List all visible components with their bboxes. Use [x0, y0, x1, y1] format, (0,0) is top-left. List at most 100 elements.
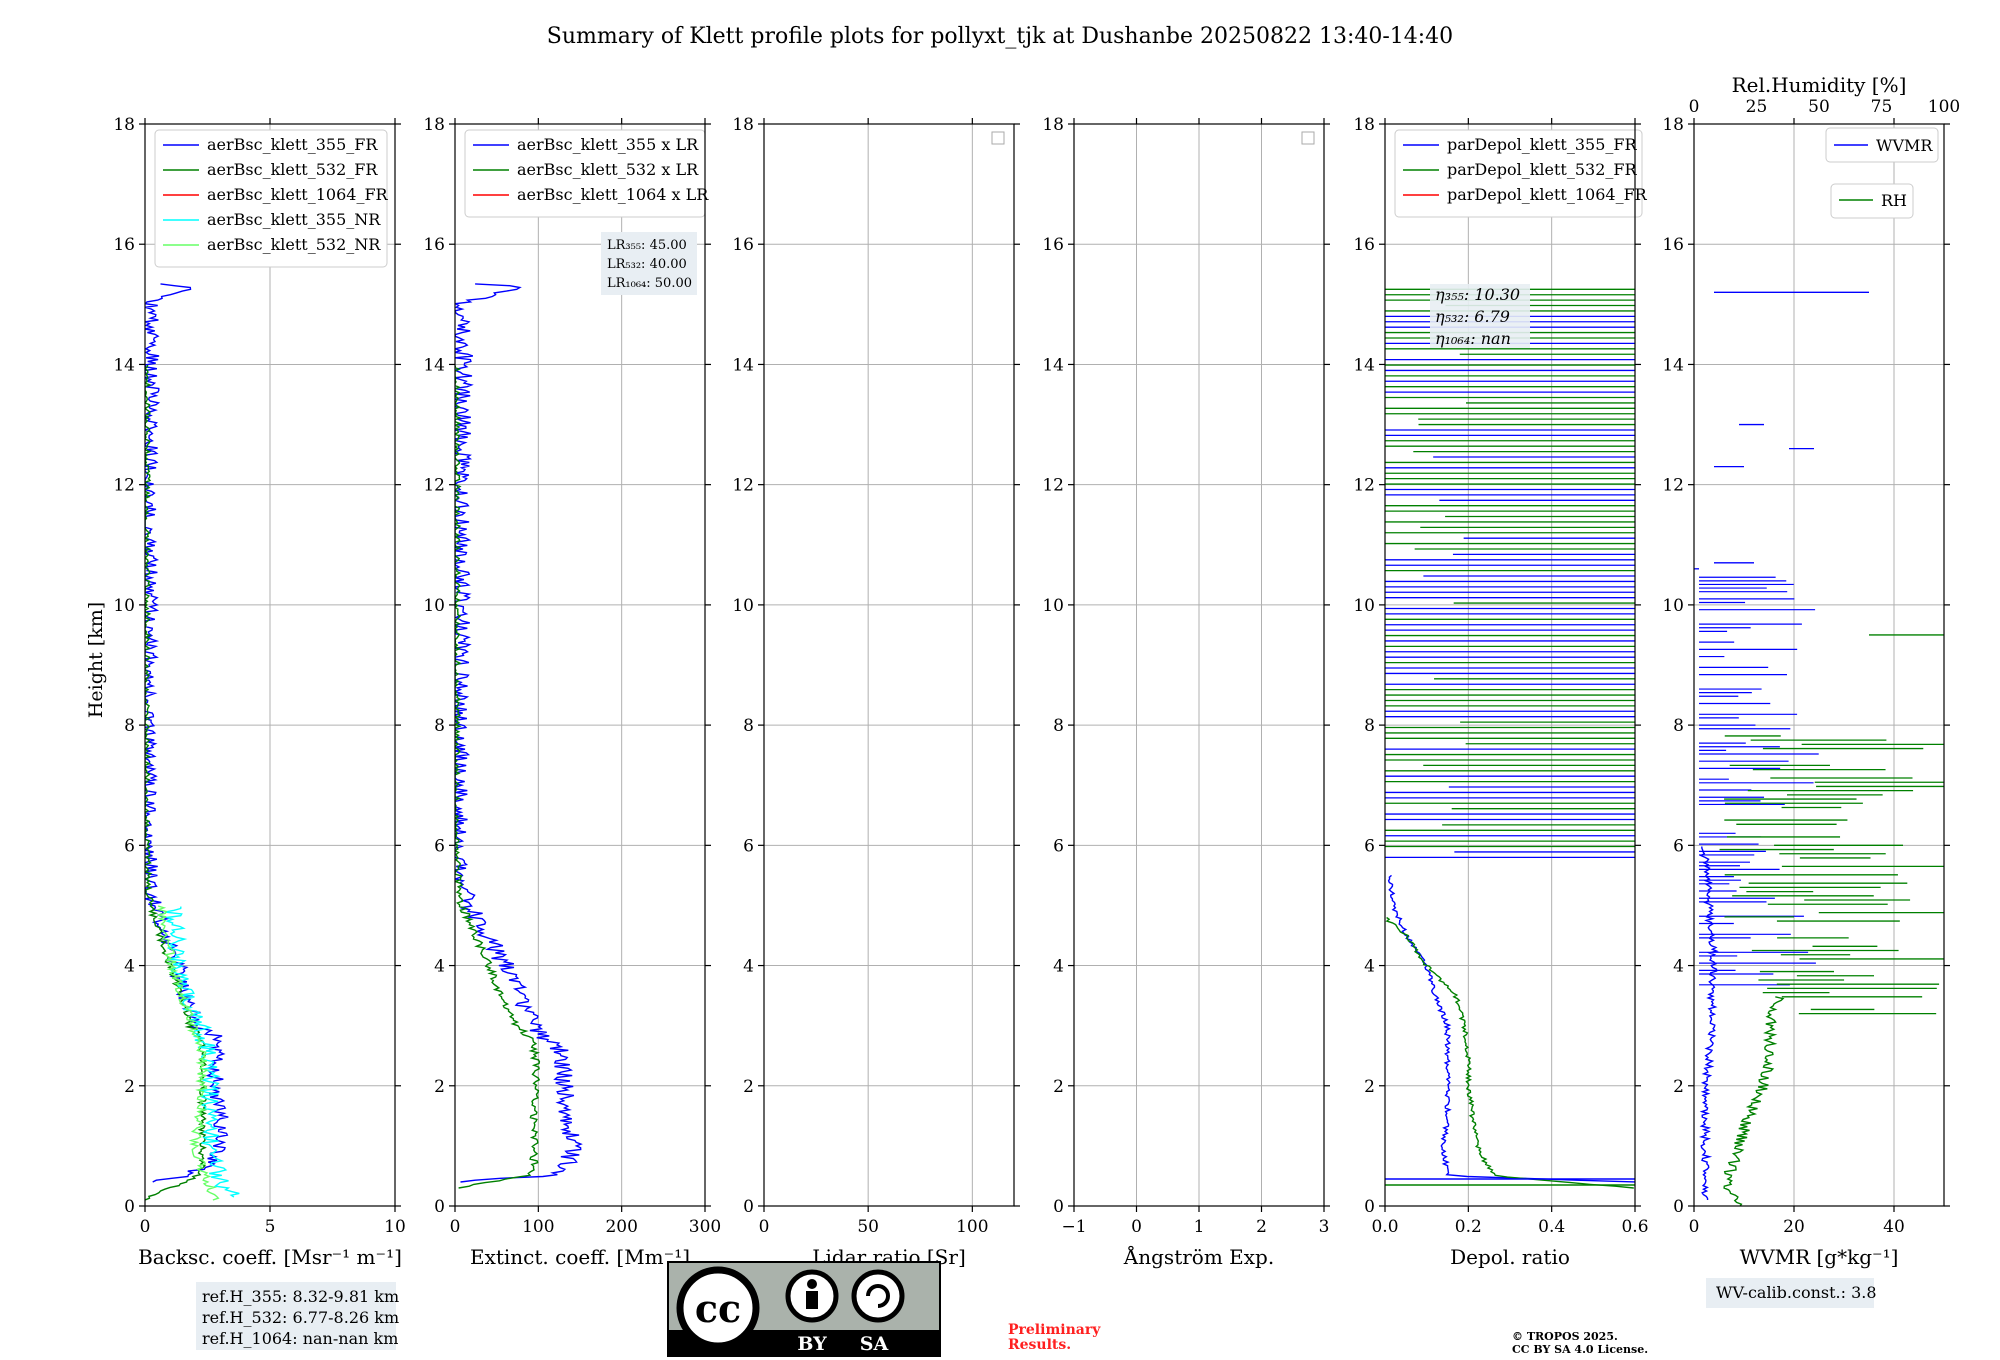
top-tick-label: 0: [1689, 97, 1700, 117]
x-tick-label: 0: [450, 1217, 461, 1237]
y-tick-label: 2: [434, 1077, 445, 1097]
y-tick-label: 12: [1042, 476, 1064, 496]
x-tick-label: 10: [384, 1217, 406, 1237]
top-tick-label: 25: [1746, 97, 1768, 117]
legend-entry: WVMR: [1876, 136, 1933, 155]
y-tick-label: 2: [124, 1077, 135, 1097]
series-group: [455, 283, 583, 1189]
lr-text: LR₅₃₂: 40.00: [607, 257, 687, 272]
y-tick-label: 18: [113, 115, 135, 135]
y-tick-label: 2: [1053, 1077, 1064, 1097]
eta-text: η₁₀₆₄: nan: [1435, 329, 1511, 348]
y-tick-label: 2: [743, 1077, 754, 1097]
calib-box: [1706, 1278, 1874, 1308]
y-tick-label: 4: [1673, 957, 1684, 977]
panel-depol: 0 2 4 6 8 10 12 14 16 18 0.0 0.2 0.4 0.6 Depol. ratio p…: [1353, 115, 1648, 1269]
x-tick-label: 50: [857, 1217, 879, 1237]
legend-box: [1825, 127, 1939, 163]
y-tick-label: 4: [1364, 957, 1375, 977]
top-axis-label: Rel.Humidity [%]: [1732, 73, 1907, 97]
cc-icon-text: cc: [695, 1286, 741, 1331]
copyright-text: © TROPOS 2025.: [1512, 1330, 1618, 1343]
y-tick-label: 6: [1364, 836, 1375, 856]
y-tick-label: 8: [434, 716, 445, 736]
lr-box: [601, 232, 697, 295]
cc-icon: [676, 1266, 760, 1350]
y-tick-label: 0: [1053, 1197, 1064, 1217]
x-tick-label: 20: [1783, 1217, 1805, 1237]
y-tick-label: 12: [1353, 476, 1375, 496]
ref-height-text: ref.H_1064: nan-nan km: [202, 1329, 398, 1348]
legend-entry: aerBsc_klett_1064_FR: [207, 185, 389, 204]
y-tick-label: 18: [1042, 115, 1064, 135]
y-tick-label: 16: [1042, 235, 1064, 255]
y-tick-label: 10: [113, 596, 135, 616]
legend-entry: parDepol_klett_532_FR: [1447, 160, 1638, 179]
x-tick-label: 0: [1131, 1217, 1142, 1237]
y-axis-label: Height [km]: [85, 602, 107, 718]
x-tick-label: 0.6: [1621, 1217, 1648, 1237]
preliminary-text: Results.: [1008, 1337, 1071, 1353]
series-RH: [1723, 996, 1785, 1206]
x-tick-label: 300: [689, 1217, 721, 1237]
legend-entry: aerBsc_klett_532_FR: [207, 160, 378, 179]
y-tick-label: 14: [113, 355, 135, 375]
y-tick-label: 8: [743, 716, 754, 736]
y-tick-label: 10: [732, 596, 754, 616]
lr-text: LR₃₅₅: 45.00: [607, 238, 687, 253]
x-tick-label: 2: [1256, 1217, 1267, 1237]
y-tick-label: 8: [124, 716, 135, 736]
eta-text: η₃₅₅: 10.30: [1435, 285, 1520, 304]
y-tick-label: 12: [113, 476, 135, 496]
y-tick-label: 2: [1364, 1077, 1375, 1097]
cc-license-badge: cc BY SA: [667, 1261, 941, 1357]
preliminary-text: Preliminary: [1008, 1322, 1101, 1338]
y-tick-label: 6: [124, 836, 135, 856]
x-axis-label: WVMR [g*kg⁻¹]: [1740, 1245, 1899, 1269]
y-tick-label: 6: [743, 836, 754, 856]
y-tick-label: 14: [1353, 355, 1375, 375]
legend-entry: aerBsc_klett_355 x LR: [517, 135, 699, 154]
wv-calib-text: WV-calib.const.: 3.8: [1716, 1283, 1877, 1302]
panel-bsc: 0 2 4 6 8 10 12 14 16 18 0 5 10 Backsc. coeff. [Msr⁻¹…: [113, 115, 405, 1269]
eta-text: η₅₃₂: 6.79: [1435, 307, 1510, 326]
series-aerBsc_klett_355_NR: [164, 906, 240, 1198]
y-tick-label: 16: [1353, 235, 1375, 255]
ref-height-box: [196, 1282, 396, 1350]
y-tick-label: 10: [1042, 596, 1064, 616]
y-tick-label: 10: [1662, 596, 1684, 616]
x-tick-label: 0: [1689, 1217, 1700, 1237]
lr-text: LR₁₀₆₄: 50.00: [607, 276, 692, 291]
y-tick-label: 2: [1673, 1077, 1684, 1097]
y-tick-label: 16: [113, 235, 135, 255]
ref-height-text: ref.H_355: 8.32-9.81 km: [202, 1287, 399, 1306]
x-tick-label: 100: [522, 1217, 554, 1237]
y-tick-label: 0: [743, 1197, 754, 1217]
y-tick-label: 14: [1042, 355, 1064, 375]
series-aerBsc_klett_355_FR: [145, 283, 229, 1183]
plot-frame: [144, 123, 396, 1207]
y-tick-label: 14: [423, 355, 445, 375]
x-axis-label: Depol. ratio: [1450, 1245, 1570, 1269]
plot-frame: [763, 123, 1015, 1207]
y-tick-label: 0: [1364, 1197, 1375, 1217]
y-tick-label: 4: [124, 957, 135, 977]
y-tick-label: 0: [1673, 1197, 1684, 1217]
legend-entry: aerBsc_klett_532_NR: [207, 235, 381, 254]
x-tick-label: −1: [1061, 1217, 1086, 1237]
y-tick-label: 8: [1673, 716, 1684, 736]
figure-title: Summary of Klett profile plots for polly…: [547, 24, 1453, 49]
legend-entry: parDepol_klett_1064_FR: [1447, 185, 1648, 204]
eta-box: [1430, 284, 1530, 348]
legend-box: [154, 129, 388, 268]
legend-entry: aerBsc_klett_355_NR: [207, 210, 381, 229]
x-axis-label: Backsc. coeff. [Msr⁻¹ m⁻¹]: [138, 1245, 402, 1269]
y-tick-label: 12: [732, 476, 754, 496]
x-tick-label: 100: [956, 1217, 988, 1237]
x-tick-label: 0.4: [1538, 1217, 1565, 1237]
y-tick-label: 12: [1662, 476, 1684, 496]
empty-legend: [1301, 131, 1315, 145]
x-tick-label: 40: [1883, 1217, 1905, 1237]
